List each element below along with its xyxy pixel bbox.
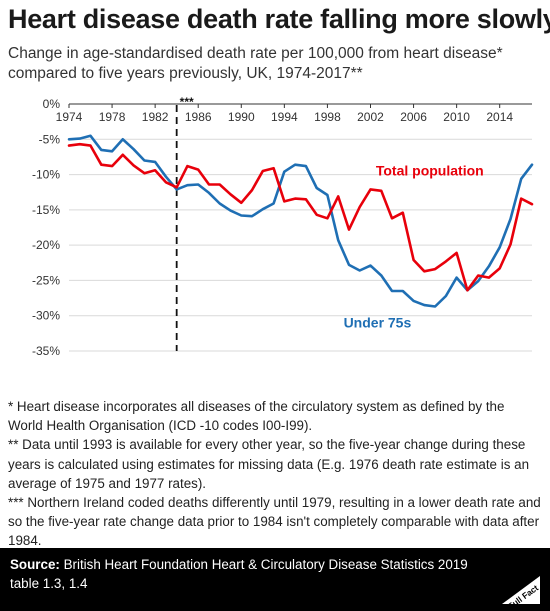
x-tick-label: 1998	[314, 110, 341, 124]
x-tick-label: 1974	[56, 110, 83, 124]
source-label: Source:	[10, 557, 60, 572]
series-line-under-75s	[67, 134, 534, 308]
y-tick-label: -35%	[32, 344, 60, 358]
y-tick-label: -15%	[32, 203, 60, 217]
x-tick-label: 2014	[486, 110, 513, 124]
x-tick-label: 1990	[228, 110, 255, 124]
chart-subtitle: Change in age-standardised death rate pe…	[8, 45, 503, 82]
series-label: Under 75s	[344, 315, 412, 331]
source-citation: British Heart Foundation Heart & Circula…	[10, 557, 468, 591]
series-label: Total population	[376, 162, 484, 178]
source-footer: Source: British Heart Foundation Heart &…	[0, 548, 550, 611]
x-tick-label: 1986	[185, 110, 212, 124]
x-tick-label: 1982	[142, 110, 169, 124]
x-tick-label: 2010	[443, 110, 470, 124]
y-tick-label: 0%	[43, 97, 61, 111]
footnote-2: ** Data until 1993 is available for ever…	[8, 437, 530, 491]
x-tick-label: 2002	[357, 110, 384, 124]
source-text: Source: British Heart Foundation Heart &…	[10, 555, 480, 593]
x-tick-label: 1994	[271, 110, 298, 124]
footnotes: * Heart disease incorporates all disease…	[8, 397, 542, 551]
x-tick-label: 1978	[99, 110, 126, 124]
y-tick-label: -5%	[39, 132, 61, 146]
annotation-label: ***	[180, 95, 194, 109]
footnote-3: *** Northern Ireland coded deaths differ…	[8, 495, 541, 549]
full-fact-logo-icon: Full Fact	[502, 576, 540, 606]
footnote-1: * Heart disease incorporates all disease…	[8, 399, 505, 434]
series-line-total-population	[67, 142, 534, 292]
line-chart: 0% -5% -10% -15% -20% -25% -30% -35% 1974 1978 198…	[32, 95, 534, 358]
y-tick-label: -30%	[32, 309, 60, 323]
x-tick-label: 2006	[400, 110, 427, 124]
y-tick-label: -10%	[32, 168, 60, 182]
y-tick-label: -25%	[32, 273, 60, 287]
y-tick-label: -20%	[32, 238, 60, 252]
chart-title: Heart disease death rate falling more sl…	[8, 4, 550, 34]
